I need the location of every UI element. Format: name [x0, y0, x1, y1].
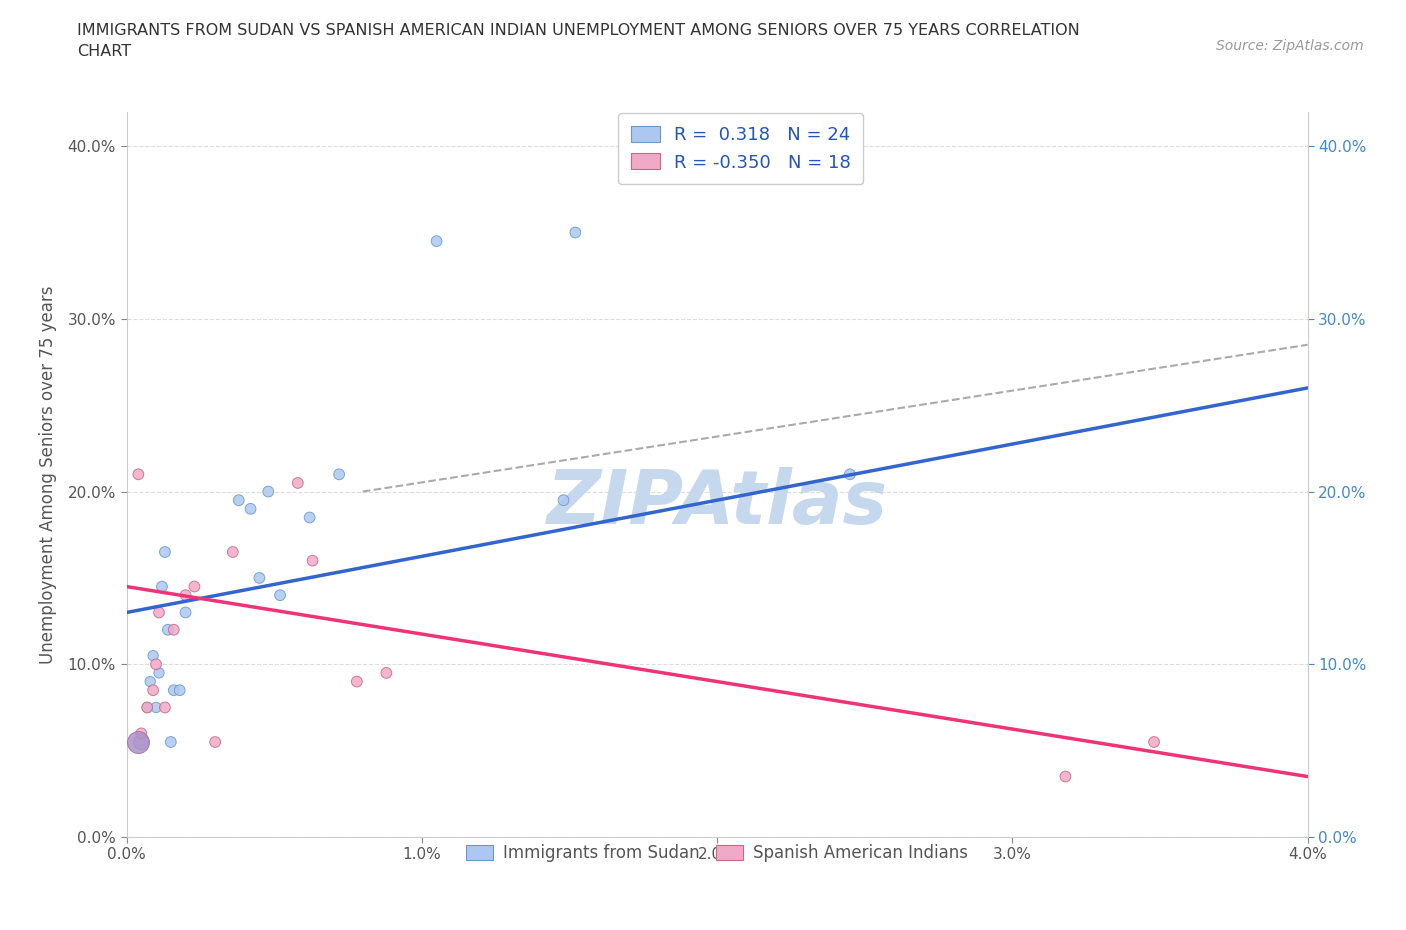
Point: [153, 700, 176, 715]
Point: [269, 588, 291, 603]
Point: [553, 493, 575, 508]
Point: [301, 553, 323, 568]
Point: [564, 225, 586, 240]
Point: [1143, 735, 1166, 750]
Text: IMMIGRANTS FROM SUDAN VS SPANISH AMERICAN INDIAN UNEMPLOYMENT AMONG SENIORS OVER: IMMIGRANTS FROM SUDAN VS SPANISH AMERICA…: [77, 23, 1080, 60]
Point: [174, 605, 197, 620]
Point: [148, 666, 170, 681]
Point: [150, 579, 173, 594]
Point: [204, 735, 226, 750]
Point: [163, 622, 186, 637]
Text: Source: ZipAtlas.com: Source: ZipAtlas.com: [1216, 39, 1364, 53]
Point: [136, 700, 159, 715]
Y-axis label: Unemployment Among Seniors over 75 years: Unemployment Among Seniors over 75 years: [38, 286, 56, 663]
Point: [142, 648, 165, 663]
Point: [346, 674, 368, 689]
Point: [160, 735, 183, 750]
Point: [127, 467, 149, 482]
Point: [169, 683, 191, 698]
Point: [129, 735, 153, 750]
Point: [298, 510, 321, 525]
Point: [1054, 769, 1077, 784]
Point: [426, 233, 449, 248]
Point: [222, 545, 245, 560]
Point: [156, 622, 179, 637]
Text: ZIPAtlas: ZIPAtlas: [547, 467, 887, 539]
Point: [249, 570, 271, 585]
Point: [145, 700, 167, 715]
Point: [148, 605, 170, 620]
Point: [129, 726, 153, 741]
Point: [139, 674, 162, 689]
Legend: Immigrants from Sudan, Spanish American Indians: Immigrants from Sudan, Spanish American …: [460, 837, 974, 869]
Point: [239, 501, 262, 516]
Point: [127, 735, 149, 750]
Point: [163, 683, 186, 698]
Point: [375, 666, 398, 681]
Point: [174, 588, 197, 603]
Point: [839, 467, 862, 482]
Point: [228, 493, 250, 508]
Point: [287, 475, 309, 490]
Point: [328, 467, 350, 482]
Point: [153, 545, 176, 560]
Point: [142, 683, 165, 698]
Point: [145, 657, 167, 671]
Point: [136, 700, 159, 715]
Point: [183, 579, 205, 594]
Point: [257, 485, 280, 499]
